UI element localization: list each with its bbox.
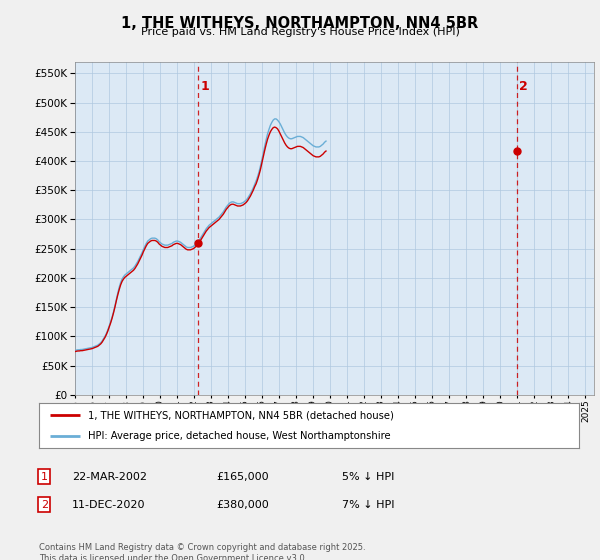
Text: Price paid vs. HM Land Registry's House Price Index (HPI): Price paid vs. HM Land Registry's House … — [140, 27, 460, 37]
Text: 1, THE WITHEYS, NORTHAMPTON, NN4 5BR (detached house): 1, THE WITHEYS, NORTHAMPTON, NN4 5BR (de… — [88, 410, 394, 421]
Text: 1: 1 — [41, 472, 48, 482]
Text: 2: 2 — [519, 80, 528, 93]
Text: HPI: Average price, detached house, West Northamptonshire: HPI: Average price, detached house, West… — [88, 431, 390, 441]
Text: 5% ↓ HPI: 5% ↓ HPI — [342, 472, 394, 482]
Text: 2: 2 — [41, 500, 48, 510]
Text: £165,000: £165,000 — [216, 472, 269, 482]
Text: Contains HM Land Registry data © Crown copyright and database right 2025.
This d: Contains HM Land Registry data © Crown c… — [39, 543, 365, 560]
Text: 22-MAR-2002: 22-MAR-2002 — [72, 472, 147, 482]
Text: £380,000: £380,000 — [216, 500, 269, 510]
Text: 1, THE WITHEYS, NORTHAMPTON, NN4 5BR: 1, THE WITHEYS, NORTHAMPTON, NN4 5BR — [121, 16, 479, 31]
Text: 11-DEC-2020: 11-DEC-2020 — [72, 500, 146, 510]
Text: 1: 1 — [201, 80, 209, 93]
Text: 7% ↓ HPI: 7% ↓ HPI — [342, 500, 395, 510]
